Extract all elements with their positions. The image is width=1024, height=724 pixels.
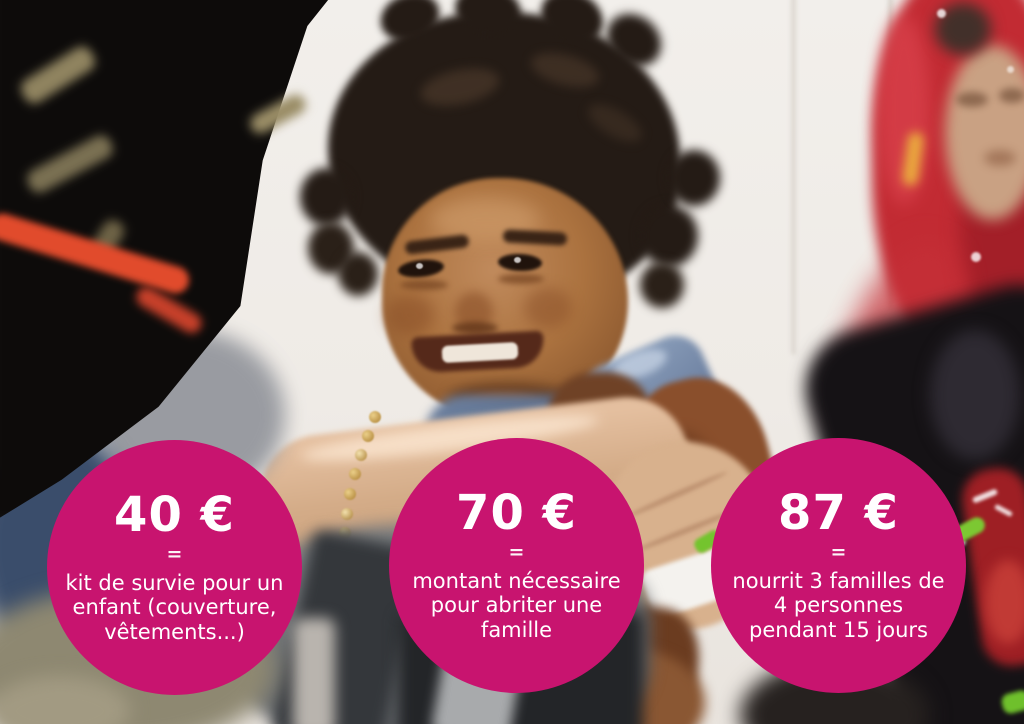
hijab-dot: [1007, 66, 1014, 73]
hijab-dot: [971, 252, 981, 262]
gold-bracelet-bead: [362, 430, 374, 442]
gold-bracelet-bead: [344, 488, 356, 500]
donation-description-line: kit de survie pour un: [65, 570, 284, 595]
donation-amount: 87 €: [778, 484, 899, 541]
eyelid-crease: [498, 274, 544, 284]
gold-bracelet-bead: [341, 508, 353, 520]
donation-description-line: pendant 15 jours: [749, 617, 928, 642]
equals-sign: =: [508, 540, 525, 563]
donation-description-line: enfant (couverture,: [72, 595, 277, 620]
hair-curl: [300, 168, 352, 226]
woman-mouth: [984, 150, 1016, 166]
hair-curl: [338, 252, 378, 296]
gold-bracelet-bead: [349, 468, 361, 480]
donation-circle-70: 70 € = montant nécessaire pour abriter u…: [389, 438, 644, 693]
hair-curl: [640, 205, 698, 267]
hair-curl: [640, 262, 684, 308]
donation-amount: 40 €: [114, 486, 235, 543]
gold-bracelet-bead: [355, 449, 367, 461]
eye-glint: [514, 257, 521, 263]
donation-description-line: montant nécessaire: [412, 568, 621, 593]
donation-amount: 70 €: [456, 484, 577, 541]
donation-circle-40: 40 € = kit de survie pour un enfant (cou…: [47, 440, 302, 695]
eyelid-crease: [400, 280, 448, 290]
cheek-shade: [386, 295, 434, 335]
red-fabric-highlight: [985, 560, 1024, 644]
wall-panel-line: [791, 0, 796, 355]
black-garment-sheen: [930, 330, 1020, 460]
gold-bracelet-bead: [369, 411, 381, 423]
cheek-shade: [524, 288, 572, 328]
donation-description-line: 4 personnes: [773, 593, 904, 618]
donation-description-line: nourrit 3 familles de: [732, 568, 945, 593]
donation-circle-87: 87 € = nourrit 3 familles de 4 personnes…: [711, 438, 966, 693]
woman-eye: [999, 88, 1024, 103]
donation-description-line: vêtements...): [104, 619, 245, 644]
hair-curl: [668, 150, 720, 206]
equals-sign: =: [166, 542, 183, 565]
light-strip: [293, 618, 335, 724]
eye-glint: [416, 263, 423, 269]
donation-description-line: famille: [480, 617, 553, 642]
donation-description-line: pour abriter une: [430, 593, 603, 618]
woman-eye: [956, 92, 988, 107]
child-nostrils: [452, 322, 498, 334]
hijab-dot: [937, 9, 946, 18]
woman-face: [945, 45, 1024, 220]
equals-sign: =: [830, 540, 847, 563]
